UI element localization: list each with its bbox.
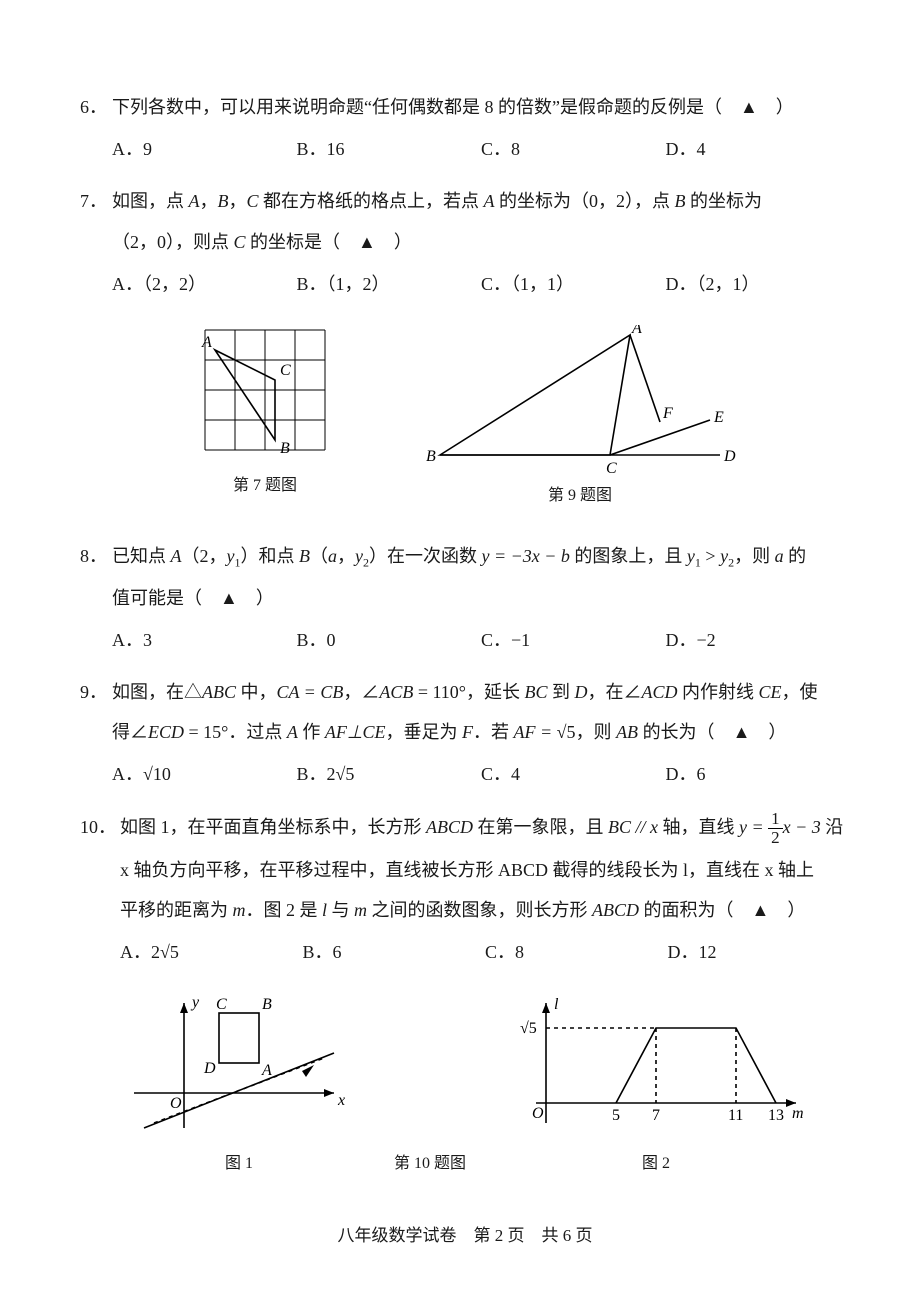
figure-7-svg: A C B	[190, 325, 340, 465]
q9-text: 如图，在△ABC 中，CA = CB，∠ACB = 110°，延长 BC 到 D…	[112, 675, 850, 709]
q9-opt-d: D．6	[666, 757, 851, 791]
fig10-2-label-m: m	[792, 1105, 804, 1122]
figure-7: A C B 第 7 题图	[190, 325, 340, 511]
q10-number: 10．	[80, 810, 120, 847]
fig10-1-label-x: x	[337, 1092, 345, 1109]
fig10-2-label-l: l	[554, 996, 559, 1013]
q10-stem2: x 轴负方向平移，在平移过程中，直线被长方形 ABCD 截得的线段长为 l，直线…	[80, 853, 850, 887]
figure-9-caption: 第 9 题图	[420, 481, 740, 511]
fig10-1-label-a: A	[261, 1062, 272, 1079]
figure-row-10: O x y C B D A 图 1 第 10 题图	[80, 993, 850, 1179]
fig10-2-label-root5: √5	[520, 1020, 537, 1037]
q10-opt-c: C．8	[485, 935, 668, 969]
q8-stem2: 值可能是（ ▲ ）	[80, 581, 850, 615]
fig10-1-label-d: D	[203, 1060, 216, 1077]
figure-9-svg: A B C D E F	[420, 325, 740, 475]
q8-opt-c: C．−1	[481, 623, 666, 657]
q10-opt-d: D．12	[668, 935, 851, 969]
svg-text:B: B	[426, 448, 436, 465]
q9-stem: 9． 如图，在△ABC 中，CA = CB，∠ACB = 110°，延长 BC …	[80, 675, 850, 709]
fig10-2-label-7: 7	[652, 1107, 660, 1124]
figure-10-2-svg: O l m √5 5 7 11 13	[506, 993, 806, 1143]
q9-opt-c: C．4	[481, 757, 666, 791]
fraction-icon: 12	[768, 810, 783, 847]
q9-opt-a: A．√10	[112, 757, 297, 791]
figure-7-caption: 第 7 题图	[190, 471, 340, 501]
q6-opt-b: B．16	[297, 132, 482, 166]
q10-opt-b: B．6	[303, 935, 486, 969]
fig10-1-label-b: B	[262, 996, 272, 1013]
svg-text:E: E	[713, 409, 724, 426]
q10-text: 如图 1，在平面直角坐标系中，长方形 ABCD 在第一象限，且 BC // x …	[120, 810, 850, 847]
fig10-2-label-o: O	[532, 1105, 544, 1122]
q9-stem2: 得∠ECD = 15°．过点 A 作 AF⊥CE，垂足为 F．若 AF = √5…	[80, 715, 850, 749]
q7-number: 7．	[80, 184, 112, 218]
q6-text: 下列各数中，可以用来说明命题“任何偶数都是 8 的倍数”是假命题的反例是（ ▲ …	[112, 90, 850, 124]
fig10-2-label-13: 13	[768, 1107, 784, 1124]
figure-9: A B C D E F 第 9 题图	[420, 325, 740, 511]
figure-10-center-caption: 第 10 题图	[394, 1019, 466, 1179]
q9-opt-b: B．2√5	[297, 757, 482, 791]
q7-text: 如图，点 A，B，C 都在方格纸的格点上，若点 A 的坐标为（0，2），点 B …	[112, 184, 850, 218]
q8-opt-b: B．0	[297, 623, 482, 657]
figure-10-1-caption: 图 1	[124, 1149, 354, 1179]
fig10-1-label-c: C	[216, 996, 227, 1013]
svg-text:F: F	[662, 405, 673, 422]
figure-row-7-9: A C B 第 7 题图 A B C D E F 第 9 题图	[80, 325, 850, 511]
fig10-2-label-11: 11	[728, 1107, 743, 1124]
question-6: 6． 下列各数中，可以用来说明命题“任何偶数都是 8 的倍数”是假命题的反例是（…	[80, 90, 850, 166]
q8-text: 已知点 A（2，y1）和点 B（a，y2）在一次函数 y = −3x − b 的…	[112, 539, 850, 574]
fig10-1-label-y: y	[190, 994, 200, 1011]
q6-opt-c: C．8	[481, 132, 666, 166]
q7-opt-b: B．（1，2）	[297, 267, 482, 301]
fig10-2-label-5: 5	[612, 1107, 620, 1124]
figure-10-1-svg: O x y C B D A	[124, 993, 354, 1143]
question-8: 8． 已知点 A（2，y1）和点 B（a，y2）在一次函数 y = −3x − …	[80, 539, 850, 657]
q7-opt-a: A．（2，2）	[112, 267, 297, 301]
q10-opt-a: A．2√5	[120, 935, 303, 969]
q8-opt-a: A．3	[112, 623, 297, 657]
q6-opt-a: A．9	[112, 132, 297, 166]
q8-opt-d: D．−2	[666, 623, 851, 657]
fig7-label-a: A	[201, 334, 212, 351]
question-9: 9． 如图，在△ABC 中，CA = CB，∠ACB = 110°，延长 BC …	[80, 675, 850, 792]
q8-stem: 8． 已知点 A（2，y1）和点 B（a，y2）在一次函数 y = −3x − …	[80, 539, 850, 574]
q8-options: A．3 B．0 C．−1 D．−2	[80, 623, 850, 657]
q6-number: 6．	[80, 90, 112, 124]
q10-stem: 10． 如图 1，在平面直角坐标系中，长方形 ABCD 在第一象限，且 BC /…	[80, 810, 850, 847]
svg-text:D: D	[723, 448, 736, 465]
q7-stem2: （2，0），则点 C 的坐标是（ ▲ ）	[80, 225, 850, 259]
q10-stem3: 平移的距离为 m．图 2 是 l 与 m 之间的函数图象，则长方形 ABCD 的…	[80, 893, 850, 927]
q8-number: 8．	[80, 539, 112, 574]
figure-10-1: O x y C B D A 图 1	[124, 993, 354, 1179]
page-footer: 八年级数学试卷 第 2 页 共 6 页	[80, 1220, 850, 1252]
question-7: 7． 如图，点 A，B，C 都在方格纸的格点上，若点 A 的坐标为（0，2），点…	[80, 184, 850, 301]
q9-number: 9．	[80, 675, 112, 709]
question-10: 10． 如图 1，在平面直角坐标系中，长方形 ABCD 在第一象限，且 BC /…	[80, 810, 850, 970]
q6-opt-d: D．4	[666, 132, 851, 166]
fig7-label-c: C	[280, 362, 291, 379]
svg-text:C: C	[606, 460, 617, 475]
q6-stem: 6． 下列各数中，可以用来说明命题“任何偶数都是 8 的倍数”是假命题的反例是（…	[80, 90, 850, 124]
q7-options: A．（2，2） B．（1，2） C．（1，1） D．（2，1）	[80, 267, 850, 301]
q10-options: A．2√5 B．6 C．8 D．12	[80, 935, 850, 969]
figure-10-2-caption: 图 2	[506, 1149, 806, 1179]
q9-options: A．√10 B．2√5 C．4 D．6	[80, 757, 850, 791]
fig10-1-label-o: O	[170, 1095, 182, 1112]
q7-opt-d: D．（2，1）	[666, 267, 851, 301]
q7-stem: 7． 如图，点 A，B，C 都在方格纸的格点上，若点 A 的坐标为（0，2），点…	[80, 184, 850, 218]
svg-text:A: A	[631, 325, 642, 337]
q7-opt-c: C．（1，1）	[481, 267, 666, 301]
q6-options: A．9 B．16 C．8 D．4	[80, 132, 850, 166]
fig7-label-b: B	[280, 440, 290, 457]
figure-10-2: O l m √5 5 7 11 13 图 2	[506, 993, 806, 1179]
